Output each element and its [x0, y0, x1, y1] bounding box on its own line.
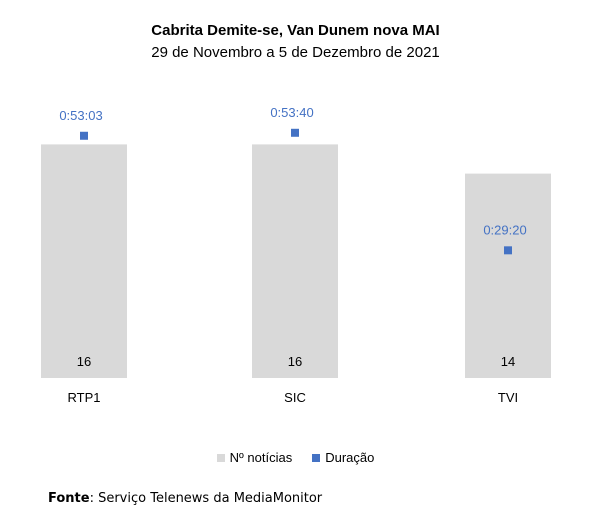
bar-tvi — [465, 173, 551, 378]
legend-item-duracao: Duração — [312, 450, 374, 465]
duration-marker-sic — [291, 128, 299, 137]
duration-label: 0:53:40 — [270, 105, 313, 120]
bar-sic — [252, 144, 338, 378]
source-note: Fonte: Serviço Telenews da MediaMonitor — [48, 491, 322, 506]
legend-label-duracao: Duração — [325, 450, 375, 465]
chart-subtitle: 29 de Novembro a 5 de Dezembro de 2021 — [151, 44, 440, 61]
bar-value-label: 14 — [501, 354, 515, 369]
legend: Nº notícias Duração — [0, 450, 591, 465]
duration-label: 0:29:20 — [483, 222, 526, 237]
duration-marker-rtp1 — [80, 131, 88, 140]
legend-item-noticias: Nº notícias — [216, 450, 293, 465]
bar-value-label: 16 — [77, 354, 91, 369]
legend-swatch-marker — [312, 453, 321, 462]
chart-plot: 16 RTP1 0:53:03 16 SIC 0:53:40 14 TVI 0:29:20 — [41, 105, 551, 405]
duration-marker-tvi — [504, 246, 512, 255]
source-label: Fonte — [48, 491, 90, 506]
source-text: : Serviço Telenews da MediaMonitor — [89, 491, 323, 506]
duration-label: 0:53:03 — [59, 108, 102, 123]
legend-label-noticias: Nº notícias — [229, 450, 293, 465]
legend-swatch-bar — [216, 453, 225, 462]
bar-rtp1 — [41, 144, 127, 378]
category-label: SIC — [284, 390, 306, 405]
bar-value-label: 16 — [288, 354, 302, 369]
chart-title: Cabrita Demite-se, Van Dunem nova MAI — [151, 22, 440, 39]
category-label: RTP1 — [68, 390, 101, 405]
category-label: TVI — [498, 390, 518, 405]
